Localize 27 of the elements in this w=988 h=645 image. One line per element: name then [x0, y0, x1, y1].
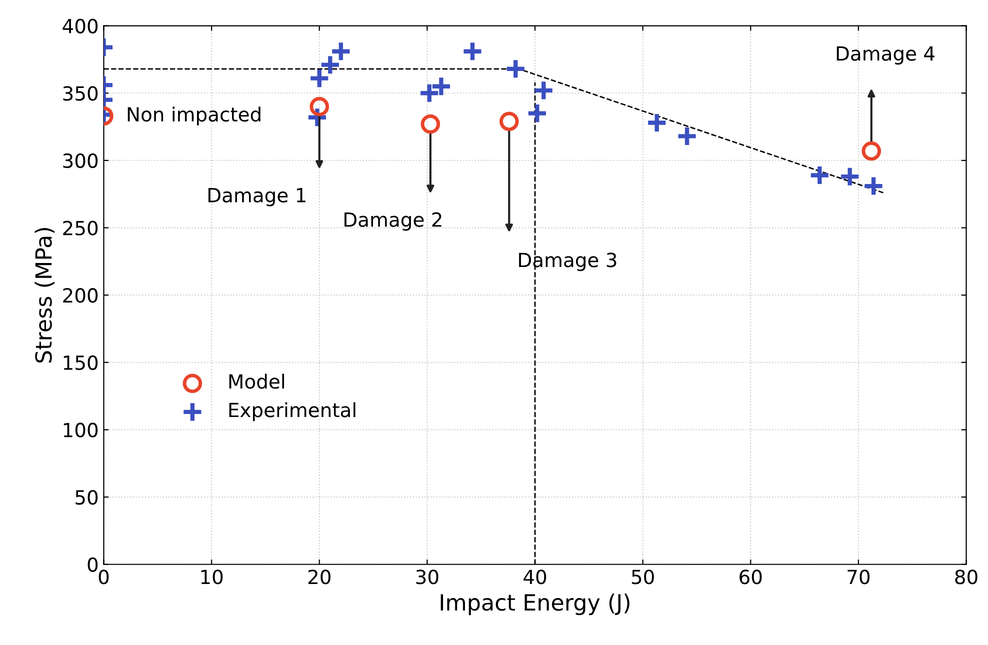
y-tick-label: 350	[63, 86, 98, 101]
legend-label: Model	[229, 374, 284, 389]
y-tick-label: 50	[76, 490, 98, 505]
x-tick-label: 30	[416, 570, 438, 584]
x-tick-label: 10	[201, 570, 223, 584]
x-axis-title: Impact Energy (J)	[440, 594, 630, 616]
x-tick-label: 20	[308, 570, 330, 584]
annotation: Damage 1	[208, 188, 306, 206]
y-tick-label: 100	[64, 422, 98, 438]
y-tick-label: 200	[63, 288, 98, 303]
x-tick-label: 40	[524, 570, 546, 584]
y-tick-label: 250	[63, 220, 98, 236]
y-tick-label: 300	[63, 153, 98, 168]
y-axis-title: Stress (MPa)	[34, 228, 55, 363]
annotation: Damage 4	[836, 46, 934, 65]
y-tick-label: 150	[64, 355, 98, 370]
annotation: Non impacted	[128, 106, 260, 126]
x-tick-label: 60	[740, 570, 762, 584]
annotation: Damage 2	[344, 212, 442, 231]
x-tick-label: 70	[848, 570, 870, 584]
x-tick-label: 80	[955, 570, 978, 584]
y-tick-label: 0	[88, 557, 98, 572]
x-tick-label: 50	[632, 570, 654, 584]
x-tick-label: 0	[98, 570, 109, 584]
y-tick-label: 400	[62, 18, 98, 34]
legend-label: Experimental	[229, 402, 356, 422]
annotation: Damage 3	[519, 252, 616, 272]
